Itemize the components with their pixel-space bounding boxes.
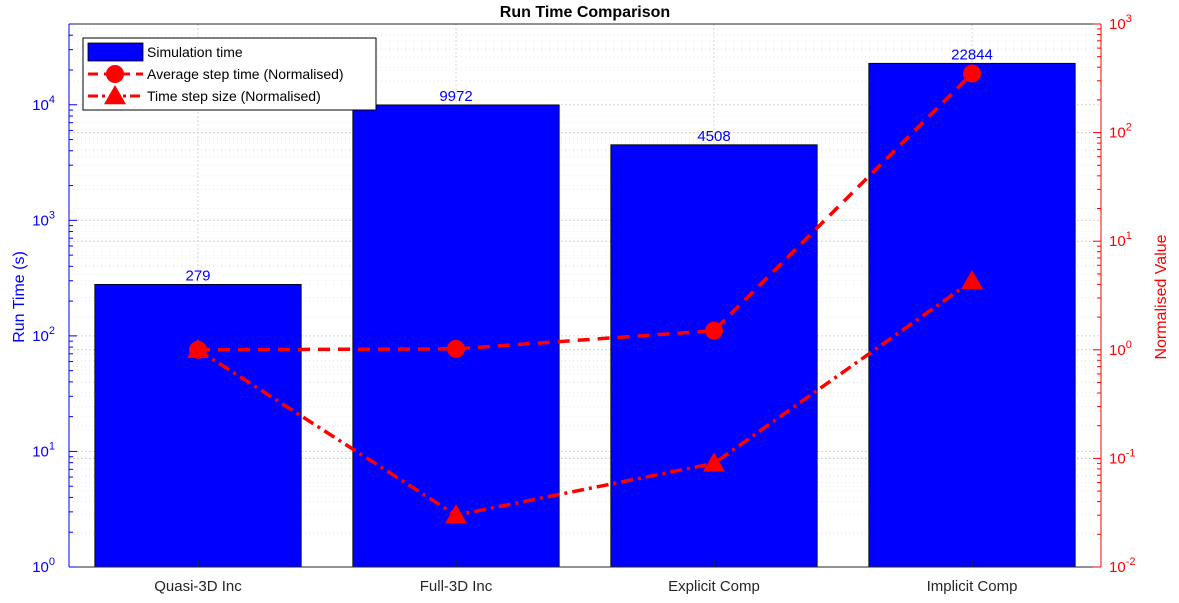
legend-label-1: Simulation time: [147, 44, 243, 60]
marker-circle-4: [963, 64, 981, 83]
axes: 100 101 102 103 104 10-2 10-1 100 101 102 103 Quasi…: [32, 13, 1135, 595]
bar-label-4: 22844: [951, 46, 993, 63]
chart-title: Run Time Comparison: [500, 4, 670, 21]
marker-triangle-4: [961, 270, 983, 290]
y-axis-label-left: Run Time (s): [11, 251, 28, 343]
y-tick-label-right-4: 101: [1109, 230, 1132, 250]
legend-marker-circle: [106, 65, 124, 83]
y-tick-label-left-2: 101: [32, 440, 55, 460]
bar-label-2: 9972: [439, 88, 472, 105]
y-tick-label-left-3: 102: [32, 325, 55, 345]
y-tick-label-right-2: 10-1: [1109, 447, 1135, 467]
y-tick-label-right-6: 103: [1109, 13, 1132, 33]
y-tick-label-right-5: 102: [1109, 122, 1132, 142]
legend-swatch-bar: [87, 42, 144, 62]
bar-1: [94, 283, 302, 568]
legend-label-3: Time step size (Normalised): [147, 88, 321, 104]
lines: [187, 64, 983, 524]
series-line-1: [197, 72, 974, 352]
series-line-2: [197, 279, 974, 518]
y-tick-label-left-5: 104: [32, 94, 55, 114]
x-tick-label-4: Implicit Comp: [927, 578, 1018, 595]
y-axis-label-right: Normalised Value: [1153, 234, 1170, 359]
x-tick-label-3: Explicit Comp: [668, 578, 760, 595]
y-tick-label-right-3: 100: [1109, 339, 1132, 359]
marker-triangle-3: [703, 452, 725, 472]
marker-circle-2: [447, 339, 465, 358]
bars: 279 9972 4508 22844: [94, 46, 1076, 568]
legend: Simulation time Average step time (Normal…: [82, 37, 377, 111]
bar-label-1: 279: [185, 267, 210, 284]
marker-triangle-1: [187, 338, 209, 359]
y-tick-label-left-1: 100: [32, 556, 55, 576]
bar-4: [868, 62, 1076, 568]
y-tick-label-left-4: 103: [32, 209, 55, 229]
x-tick-label-2: Full-3D Inc: [420, 578, 493, 595]
legend-label-2: Average step time (Normalised): [147, 66, 344, 82]
bar-2: [352, 104, 560, 568]
y-tick-label-right-1: 10-2: [1109, 556, 1135, 576]
marker-circle-3: [705, 321, 723, 340]
x-tick-label-1: Quasi-3D Inc: [154, 578, 242, 595]
legend-marker-triangle: [104, 85, 126, 105]
bar-label-3: 4508: [697, 128, 730, 145]
bar-3: [610, 144, 818, 568]
marker-triangle-2: [445, 504, 467, 524]
